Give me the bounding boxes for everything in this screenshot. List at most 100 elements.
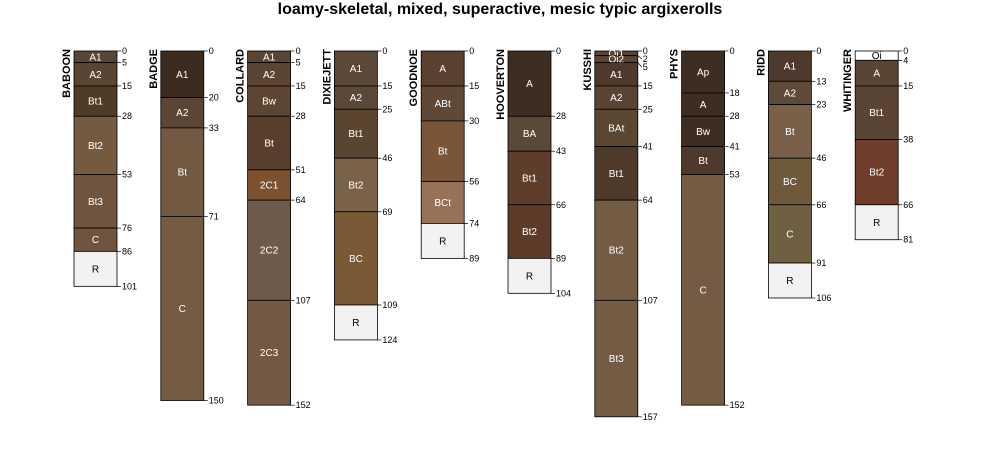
horizon-label-kusshi-6: Bt2 <box>609 246 624 257</box>
horizon-label-phys-2: Bw <box>696 127 711 138</box>
profile-name-ridd: RIDD <box>755 49 767 76</box>
horizon-label-ridd-4: C <box>786 229 793 240</box>
horizon-goodnoe-2 <box>420 120 465 182</box>
horizon-label-ridd-0: A1 <box>784 62 797 73</box>
horizon-label-baboon-1: A2 <box>89 70 102 81</box>
depth-label-goodnoe-4: 74 <box>469 218 479 228</box>
depth-label-baboon-3: 28 <box>122 111 132 121</box>
depth-label-baboon-4: 53 <box>122 169 132 179</box>
depth-label-hooverton-2: 43 <box>556 146 566 156</box>
horizon-label-collard-0: A1 <box>263 52 276 63</box>
horizon-hooverton-2 <box>507 150 552 206</box>
horizon-label-baboon-5: C <box>92 235 99 246</box>
depth-label-kusshi-0: 0 <box>643 46 648 56</box>
depth-label-kusshi-6: 64 <box>643 195 653 205</box>
horizon-ridd-5 <box>768 262 812 299</box>
horizon-label-ridd-3: BC <box>783 177 797 188</box>
horizon-label-hooverton-1: BA <box>523 129 537 140</box>
depth-label-badge-2: 33 <box>209 123 219 133</box>
horizon-hooverton-4 <box>507 257 552 294</box>
depth-label-kusshi-8: 157 <box>643 412 658 422</box>
horizon-label-ridd-1: A2 <box>784 88 797 99</box>
depth-label-collard-3: 28 <box>296 111 306 121</box>
profile-name-phys: PHYS <box>669 49 681 79</box>
depth-label-ridd-6: 106 <box>816 293 831 303</box>
horizon-label-badge-2: Bt <box>178 168 188 179</box>
horizon-collard-6 <box>247 299 292 406</box>
horizon-label-baboon-6: R <box>92 264 99 275</box>
depth-label-ridd-3: 46 <box>816 153 826 163</box>
horizon-kusshi-4 <box>594 108 639 147</box>
horizon-label-ridd-2: Bt <box>785 127 795 138</box>
horizon-label-dixiejett-1: A2 <box>350 93 363 104</box>
horizon-label-collard-5: 2C2 <box>260 246 279 257</box>
depth-label-baboon-5: 76 <box>122 223 132 233</box>
horizon-whitinger-2 <box>854 85 899 140</box>
depth-label-hooverton-4: 89 <box>556 253 566 263</box>
profile-name-kusshi: KUSSHI <box>582 49 594 91</box>
depth-label-whitinger-1: 4 <box>903 55 908 65</box>
horizon-label-baboon-2: Bt1 <box>88 97 103 108</box>
horizon-label-goodnoe-0: A <box>439 64 446 75</box>
depth-label-goodnoe-1: 15 <box>469 81 479 91</box>
horizon-collard-2 <box>247 85 292 117</box>
depth-label-collard-7: 152 <box>296 400 311 410</box>
horizon-label-goodnoe-2: Bt <box>438 147 448 158</box>
depth-label-badge-3: 71 <box>209 211 219 221</box>
horizon-label-kusshi-0: Oi1 <box>609 49 625 60</box>
horizon-whitinger-4 <box>854 204 899 241</box>
depth-label-whitinger-3: 38 <box>903 135 913 145</box>
depth-label-phys-5: 152 <box>730 400 745 410</box>
depth-label-whitinger-5: 81 <box>903 235 913 245</box>
horizon-label-phys-4: C <box>699 285 706 296</box>
horizon-label-phys-1: A <box>700 100 707 111</box>
depth-label-dixiejett-4: 69 <box>382 207 392 217</box>
horizon-label-dixiejett-5: R <box>352 318 359 329</box>
horizon-label-whitinger-0: Oi <box>872 51 882 62</box>
horizon-label-hooverton-2: Bt1 <box>522 173 537 184</box>
horizon-label-collard-1: A2 <box>263 70 276 81</box>
depth-label-dixiejett-2: 25 <box>382 104 392 114</box>
depth-label-collard-2: 15 <box>296 81 306 91</box>
depth-label-baboon-2: 15 <box>122 81 132 91</box>
depth-label-collard-4: 51 <box>296 165 306 175</box>
depth-label-dixiejett-0: 0 <box>382 46 387 56</box>
horizon-label-goodnoe-3: BCt <box>434 198 451 209</box>
depth-label-badge-0: 0 <box>209 46 214 56</box>
horizon-kusshi-6 <box>594 199 639 301</box>
depth-label-baboon-6: 86 <box>122 246 132 256</box>
horizon-dixiejett-5 <box>333 304 378 341</box>
horizon-label-dixiejett-2: Bt1 <box>348 129 363 140</box>
horizon-label-goodnoe-1: ABt <box>435 99 451 110</box>
horizon-collard-5 <box>247 199 292 301</box>
depth-label-collard-5: 64 <box>296 195 306 205</box>
horizon-label-kusshi-1: Oi2 <box>609 55 625 66</box>
horizon-phys-2 <box>681 115 725 147</box>
horizon-hooverton-1 <box>507 115 552 152</box>
depth-label-goodnoe-5: 89 <box>469 253 479 263</box>
depth-label-whitinger-0: 0 <box>903 46 908 56</box>
depth-label-phys-3: 41 <box>730 142 740 152</box>
horizon-label-goodnoe-4: R <box>439 236 446 247</box>
horizon-label-kusshi-7: Bt3 <box>609 354 624 365</box>
depth-label-goodnoe-2: 30 <box>469 116 479 126</box>
depth-tick-kusshi-2 <box>637 62 643 68</box>
horizon-label-collard-2: Bw <box>262 97 277 108</box>
depth-label-kusshi-5: 41 <box>643 142 653 152</box>
horizon-label-whitinger-2: Bt1 <box>869 108 884 119</box>
horizon-baboon-3 <box>73 115 118 175</box>
depth-label-ridd-1: 13 <box>816 76 826 86</box>
horizon-label-badge-3: C <box>179 304 186 315</box>
depth-label-hooverton-0: 0 <box>556 46 561 56</box>
horizon-hooverton-3 <box>507 204 552 259</box>
depth-tick-kusshi-1 <box>637 55 643 60</box>
horizon-baboon-4 <box>73 174 118 229</box>
horizon-label-phys-3: Bt <box>698 156 708 167</box>
horizon-badge-1 <box>160 97 205 129</box>
depth-label-whitinger-2: 15 <box>903 81 913 91</box>
horizon-label-whitinger-3: Bt2 <box>869 168 884 179</box>
horizon-goodnoe-3 <box>420 181 465 224</box>
horizon-label-whitinger-1: A <box>873 69 880 80</box>
horizon-label-collard-6: 2C3 <box>260 348 279 359</box>
